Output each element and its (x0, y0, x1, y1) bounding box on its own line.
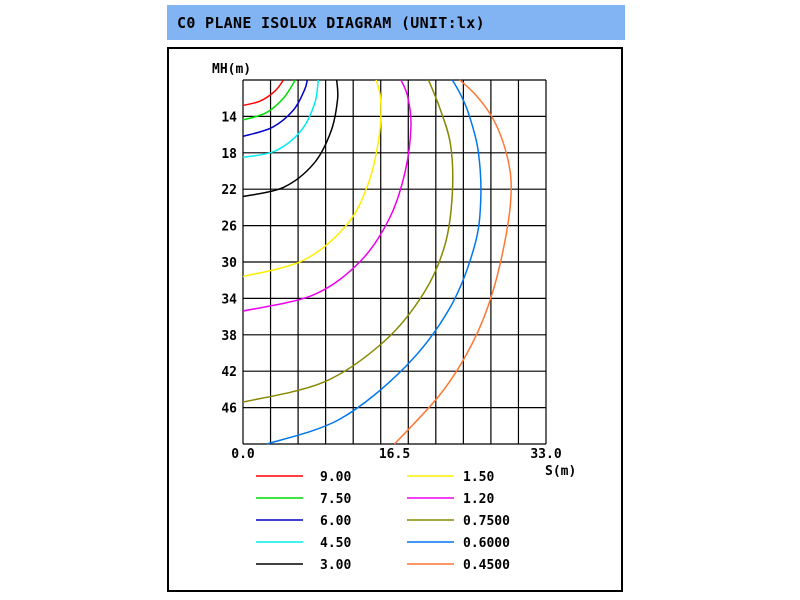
isolux-curve-7 (242, 79, 454, 403)
y-tick-label: 46 (221, 402, 237, 417)
x-axis-label: S(m) (545, 464, 576, 479)
legend-label-5: 1.50 (463, 470, 494, 485)
y-tick-label: 14 (221, 110, 237, 125)
y-tick-label: 30 (221, 256, 237, 271)
isolux-curve-1 (242, 79, 296, 121)
legend-label-9: 0.4500 (463, 558, 510, 573)
isolux-curves (242, 79, 512, 445)
y-tick-label: 42 (221, 365, 237, 380)
isolux-curve-8 (266, 79, 482, 445)
isolux-curve-5 (242, 79, 382, 278)
grid (242, 79, 547, 445)
isolux-curve-2 (242, 79, 309, 138)
x-tick-label: 0.0 (231, 447, 255, 462)
diagram-header: C0 PLANE ISOLUX DIAGRAM (UNIT:lx) (167, 5, 625, 40)
chart-frame (167, 47, 623, 592)
y-tick-label: 18 (221, 147, 237, 162)
y-axis-label: MH(m) (212, 62, 251, 77)
legend-label-8: 0.6000 (463, 536, 510, 551)
legend-label-2: 6.00 (320, 514, 351, 529)
isolux-curve-9 (393, 79, 512, 445)
isolux-curve-4 (242, 79, 339, 198)
legend-label-3: 4.50 (320, 536, 351, 551)
diagram-title: C0 PLANE ISOLUX DIAGRAM (UNIT:lx) (177, 14, 485, 32)
isolux-curve-0 (242, 79, 285, 107)
y-tick-label: 22 (221, 183, 237, 198)
x-tick-label: 16.5 (379, 447, 410, 462)
legend: 9.00 7.50 6.00 4.50 3.00 1.50 1.20 0.7500 0.6000… (256, 470, 510, 573)
legend-label-7: 0.7500 (463, 514, 510, 529)
legend-label-0: 9.00 (320, 470, 351, 485)
axis-labels: MH(m) S(m) 14 18 22 26 30 34 38 42 46 0.0 16.5 33.0 (212, 62, 576, 479)
y-tick-label: 26 (221, 220, 237, 235)
x-tick-label: 33.0 (530, 447, 561, 462)
legend-label-4: 3.00 (320, 558, 351, 573)
legend-label-1: 7.50 (320, 492, 351, 507)
isolux-curve-3 (242, 79, 320, 159)
isolux-curve-6 (242, 79, 412, 312)
y-tick-label: 38 (221, 329, 237, 344)
legend-label-6: 1.20 (463, 492, 494, 507)
y-tick-label: 34 (221, 292, 237, 307)
